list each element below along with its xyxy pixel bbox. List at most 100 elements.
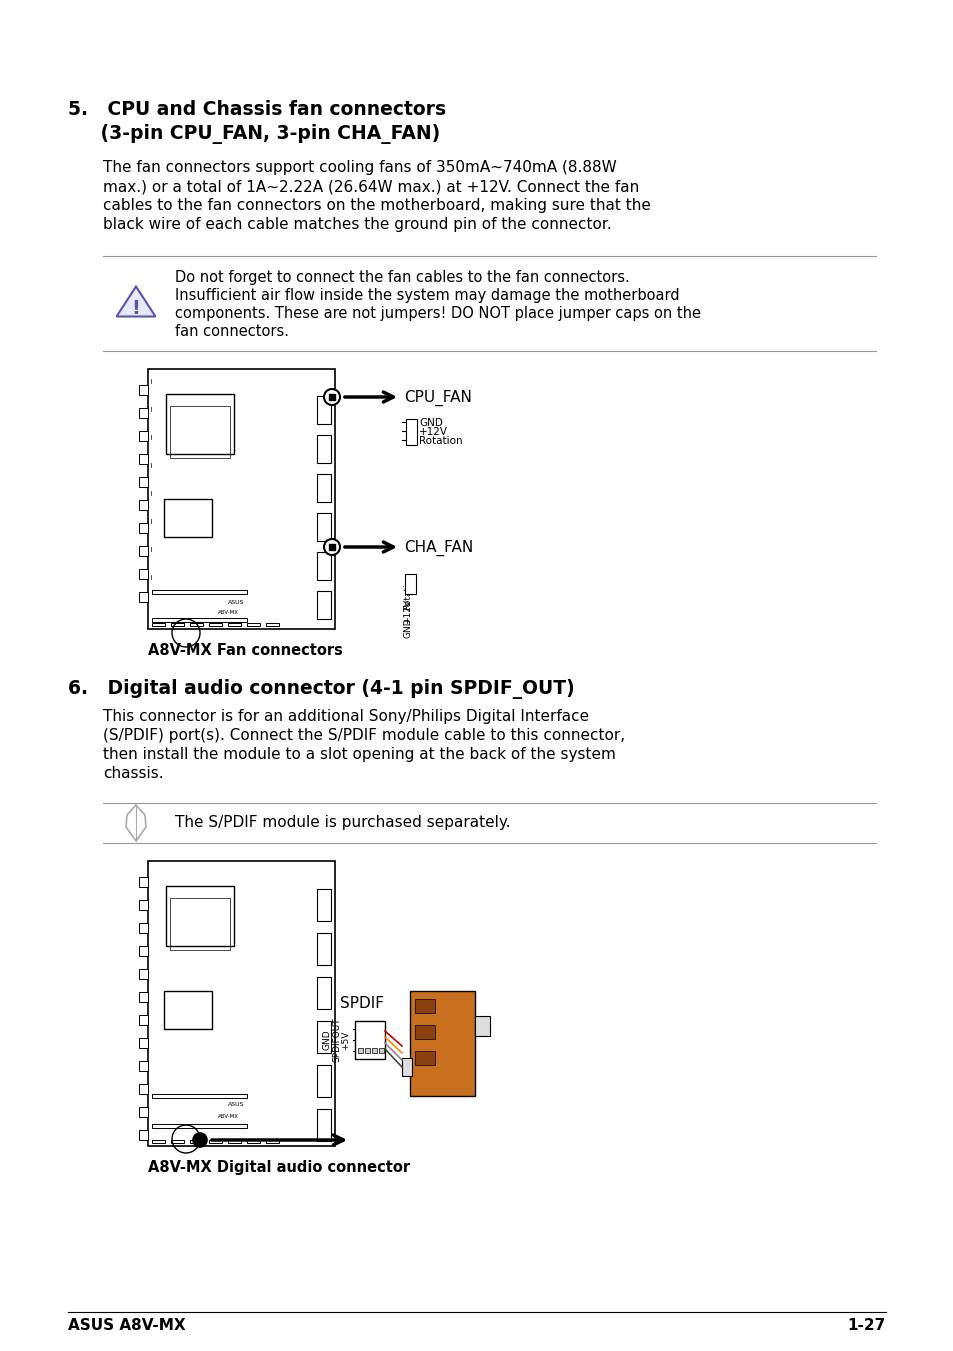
Text: ASUS: ASUS — [228, 1102, 244, 1108]
Bar — [316, 934, 331, 965]
Bar — [316, 435, 331, 463]
Bar — [401, 1058, 412, 1075]
Bar — [139, 1106, 148, 1117]
Bar — [152, 617, 247, 621]
Text: then install the module to a slot opening at the back of the system: then install the module to a slot openin… — [103, 747, 616, 762]
Bar — [171, 623, 184, 626]
Bar — [148, 861, 335, 1146]
Text: A8V-MX: A8V-MX — [217, 611, 238, 616]
Bar — [166, 394, 233, 454]
Bar — [139, 1015, 148, 1025]
Text: Insufficient air flow inside the system may damage the motherboard: Insufficient air flow inside the system … — [174, 288, 679, 303]
Bar — [148, 369, 335, 630]
Bar — [410, 992, 475, 1096]
Bar — [164, 992, 212, 1029]
Bar — [139, 592, 148, 603]
Bar — [190, 1140, 203, 1143]
Bar — [405, 574, 416, 594]
Text: black wire of each cable matches the ground pin of the connector.: black wire of each cable matches the gro… — [103, 218, 611, 232]
Bar — [355, 1021, 385, 1059]
Bar — [316, 1065, 331, 1097]
Text: ASUS A8V-MX: ASUS A8V-MX — [68, 1319, 186, 1333]
Bar — [139, 1129, 148, 1140]
Bar — [415, 998, 435, 1013]
Text: +12V: +12V — [403, 598, 412, 624]
Bar — [152, 1094, 247, 1098]
Bar — [316, 1021, 331, 1052]
Text: Rotation: Rotation — [418, 436, 462, 446]
Text: This connector is for an additional Sony/Philips Digital Interface: This connector is for an additional Sony… — [103, 709, 589, 724]
Text: A8V-MX Digital audio connector: A8V-MX Digital audio connector — [148, 1161, 410, 1175]
Bar — [316, 977, 331, 1009]
Text: ASUS: ASUS — [228, 600, 244, 604]
Bar — [139, 477, 148, 486]
Text: !: ! — [132, 300, 140, 319]
Text: GND: GND — [418, 417, 442, 428]
Bar — [139, 385, 148, 394]
Bar — [139, 408, 148, 417]
Polygon shape — [116, 286, 155, 316]
Bar — [139, 923, 148, 934]
Circle shape — [324, 389, 339, 405]
Bar — [406, 419, 416, 444]
Bar — [316, 1109, 331, 1142]
Bar — [247, 623, 260, 626]
Bar — [228, 1140, 241, 1143]
Bar — [164, 499, 212, 536]
Text: 5.   CPU and Chassis fan connectors: 5. CPU and Chassis fan connectors — [68, 100, 446, 119]
Bar — [139, 969, 148, 979]
Text: (S/PDIF) port(s). Connect the S/PDIF module cable to this connector,: (S/PDIF) port(s). Connect the S/PDIF mod… — [103, 728, 624, 743]
Text: SPDIFOUT: SPDIFOUT — [332, 1017, 340, 1062]
Text: CHA_FAN: CHA_FAN — [403, 540, 473, 557]
Bar — [316, 590, 331, 619]
Bar — [139, 1084, 148, 1094]
Bar — [365, 1048, 370, 1052]
Bar — [152, 1124, 247, 1128]
Bar — [139, 1038, 148, 1048]
Bar — [139, 946, 148, 957]
Bar — [170, 407, 230, 458]
Bar — [139, 569, 148, 580]
Bar — [170, 898, 230, 950]
Text: +5V: +5V — [340, 1031, 350, 1050]
Bar — [171, 1140, 184, 1143]
Text: 6.   Digital audio connector (4-1 pin SPDIF_OUT): 6. Digital audio connector (4-1 pin SPDI… — [68, 680, 574, 698]
Bar — [228, 623, 241, 626]
Bar — [139, 546, 148, 557]
Bar — [139, 900, 148, 911]
Bar — [209, 1140, 222, 1143]
Text: Do not forget to connect the fan cables to the fan connectors.: Do not forget to connect the fan cables … — [174, 270, 629, 285]
Text: cables to the fan connectors on the motherboard, making sure that the: cables to the fan connectors on the moth… — [103, 199, 650, 213]
Bar — [139, 454, 148, 463]
Bar — [316, 513, 331, 540]
Bar — [139, 431, 148, 440]
Bar — [415, 1025, 435, 1039]
Text: A8V-MX Fan connectors: A8V-MX Fan connectors — [148, 643, 342, 658]
Text: components. These are not jumpers! DO NOT place jumper caps on the: components. These are not jumpers! DO NO… — [174, 305, 700, 322]
Text: The fan connectors support cooling fans of 350mA~740mA (8.88W: The fan connectors support cooling fans … — [103, 159, 616, 176]
Bar — [139, 877, 148, 888]
Bar — [266, 623, 278, 626]
Bar — [329, 394, 335, 400]
Bar — [316, 396, 331, 424]
Text: +12V: +12V — [418, 427, 448, 436]
Text: max.) or a total of 1A~2.22A (26.64W max.) at +12V. Connect the fan: max.) or a total of 1A~2.22A (26.64W max… — [103, 178, 639, 195]
Text: (3-pin CPU_FAN, 3-pin CHA_FAN): (3-pin CPU_FAN, 3-pin CHA_FAN) — [68, 124, 439, 145]
Bar — [190, 623, 203, 626]
Bar — [247, 1140, 260, 1143]
Text: GND: GND — [403, 617, 412, 638]
Text: Rotation: Rotation — [403, 571, 412, 611]
Bar — [209, 623, 222, 626]
Bar — [152, 1140, 165, 1143]
Bar — [316, 553, 331, 580]
Bar — [166, 886, 233, 946]
Bar — [152, 623, 165, 626]
Bar — [357, 1048, 363, 1052]
Bar — [266, 1140, 278, 1143]
Text: SPDIF: SPDIF — [339, 996, 384, 1011]
Bar — [415, 1051, 435, 1065]
Circle shape — [193, 1133, 207, 1147]
Text: 1-27: 1-27 — [847, 1319, 885, 1333]
Bar — [316, 889, 331, 921]
Bar — [372, 1048, 376, 1052]
